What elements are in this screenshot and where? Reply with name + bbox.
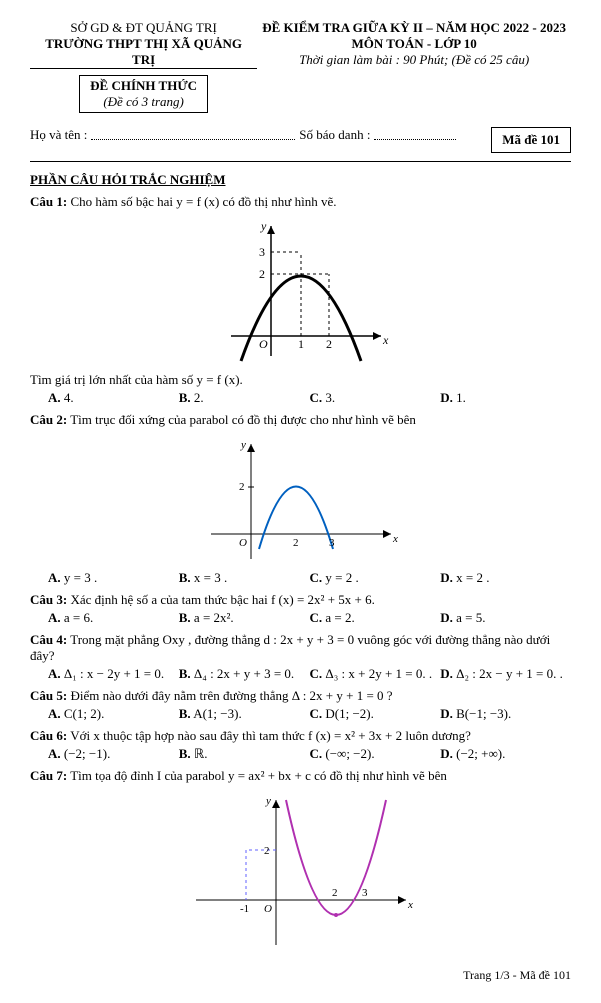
q6-optB: B. ℝ.	[179, 746, 310, 762]
q4-optC: C. Δ₃ : x + 2y + 1 = 0. .	[310, 666, 441, 682]
section-title: PHẦN CÂU HỎI TRẮC NGHIỆM	[30, 172, 571, 188]
sbd-label: Số báo danh :	[299, 127, 370, 143]
official: ĐỀ CHÍNH THỨC	[90, 78, 197, 94]
q1-optB: B. 2.	[179, 390, 310, 406]
q2-label: Câu 2:	[30, 412, 67, 427]
q5-label: Câu 5:	[30, 688, 67, 703]
q2-chart: x y O 2 3 2	[30, 434, 571, 564]
q5-optB: B. A(1; −3).	[179, 706, 310, 722]
time: Thời gian làm bài : 90 Phút; (Đề có 25 c…	[257, 52, 571, 68]
svg-text:O: O	[259, 337, 268, 351]
q5-text: Điểm nào dưới đây nằm trên đường thẳng Δ…	[70, 688, 392, 703]
svg-text:2: 2	[332, 887, 338, 899]
name-label: Họ và tên :	[30, 127, 87, 143]
q1-label: Câu 1:	[30, 194, 67, 209]
svg-text:2: 2	[293, 537, 299, 549]
svg-text:O: O	[239, 537, 247, 549]
svg-text:y: y	[260, 219, 267, 233]
question-1: Câu 1: Cho hàm số bậc hai y = f (x) có đ…	[30, 194, 571, 210]
q2-optD: D. x = 2 .	[440, 570, 571, 586]
svg-text:3: 3	[362, 887, 368, 899]
q1-optC: C. 3.	[310, 390, 441, 406]
question-7: Câu 7: Tìm tọa độ đỉnh I của parabol y =…	[30, 768, 571, 784]
footer: Trang 1/3 - Mã đề 101	[30, 968, 571, 983]
q2-text: Tìm trục đối xứng của parabol có đồ thị …	[70, 412, 416, 427]
q7-chart: x y O -1 2 2 3	[30, 790, 571, 950]
q6-label: Câu 6:	[30, 728, 67, 743]
q2-optB: B. x = 3 .	[179, 570, 310, 586]
q7-label: Câu 7:	[30, 768, 67, 783]
q3-optD: D. a = 5.	[440, 610, 571, 626]
svg-text:y: y	[240, 439, 246, 451]
exam-title: ĐỀ KIỂM TRA GIỮA KỲ II – NĂM HỌC 2022 - …	[257, 20, 571, 36]
svg-text:x: x	[392, 533, 398, 545]
q5-optC: C. D(1; −2).	[310, 706, 441, 722]
q3-label: Câu 3:	[30, 592, 67, 607]
q1-text: Cho hàm số bậc hai y = f (x) có đồ thị n…	[70, 194, 336, 209]
q3-optC: C. a = 2.	[310, 610, 441, 626]
q4-label: Câu 4:	[30, 632, 67, 647]
question-2: Câu 2: Tìm trục đối xứng của parabol có …	[30, 412, 571, 428]
q6-optC: C. (−∞; −2).	[310, 746, 441, 762]
official-box: ĐỀ CHÍNH THỨC (Đề có 3 trang)	[79, 75, 208, 113]
q4-optD: D. Δ₂ : 2x − y + 1 = 0. .	[440, 666, 571, 682]
q1-after: Tìm giá trị lớn nhất của hàm số y = f (x…	[30, 372, 571, 388]
subject: MÔN TOÁN - LỚP 10	[257, 36, 571, 52]
q6-text: Với x thuộc tập hợp nào sau đây thì tam …	[70, 728, 471, 743]
question-6: Câu 6: Với x thuộc tập hợp nào sau đây t…	[30, 728, 571, 744]
q3-text: Xác định hệ số a của tam thức bậc hai f …	[70, 592, 374, 607]
svg-text:O: O	[264, 903, 272, 915]
svg-text:2: 2	[326, 337, 332, 351]
q3-optA: A. a = 6.	[48, 610, 179, 626]
q4-optB: B. Δ₄ : 2x + y + 3 = 0.	[179, 666, 310, 682]
question-5: Câu 5: Điểm nào dưới đây nằm trên đường …	[30, 688, 571, 704]
svg-text:x: x	[407, 899, 413, 911]
q4-text: Trong mặt phẳng Oxy , đường thẳng d : 2x…	[30, 632, 550, 663]
q5-optA: A. C(1; 2).	[48, 706, 179, 722]
name-field	[91, 129, 295, 140]
svg-text:1: 1	[298, 337, 304, 351]
q6-optA: A. (−2; −1).	[48, 746, 179, 762]
svg-text:y: y	[265, 795, 271, 807]
svg-text:3: 3	[329, 537, 335, 549]
sbd-field	[374, 129, 456, 140]
svg-text:3: 3	[259, 245, 265, 259]
q5-optD: D. B(−1; −3).	[440, 706, 571, 722]
svg-text:2: 2	[259, 267, 265, 281]
q3-optB: B. a = 2x².	[179, 610, 310, 626]
dept: SỞ GD & ĐT QUẢNG TRỊ	[30, 20, 257, 36]
q1-chart: x y O 1 2 3 2	[30, 216, 571, 366]
q4-optA: A. Δ₁ : x − 2y + 1 = 0.	[48, 666, 179, 682]
pages: (Đề có 3 trang)	[90, 94, 197, 110]
q7-text: Tìm tọa độ đỉnh I của parabol y = ax² + …	[70, 768, 447, 783]
svg-text:2: 2	[264, 845, 270, 857]
q2-optC: C. y = 2 .	[310, 570, 441, 586]
q1-optA: A. 4.	[48, 390, 179, 406]
exam-code: Mã đề 101	[491, 127, 571, 153]
divider	[30, 161, 571, 162]
q1-optD: D. 1.	[440, 390, 571, 406]
q6-optD: D. (−2; +∞).	[440, 746, 571, 762]
svg-text:2: 2	[239, 481, 245, 493]
question-3: Câu 3: Xác định hệ số a của tam thức bậc…	[30, 592, 571, 608]
svg-text:-1: -1	[240, 903, 249, 915]
question-4: Câu 4: Trong mặt phẳng Oxy , đường thẳng…	[30, 632, 571, 664]
school: TRƯỜNG THPT THỊ XÃ QUẢNG TRỊ	[30, 36, 257, 69]
svg-text:x: x	[382, 333, 389, 347]
q2-optA: A. y = 3 .	[48, 570, 179, 586]
